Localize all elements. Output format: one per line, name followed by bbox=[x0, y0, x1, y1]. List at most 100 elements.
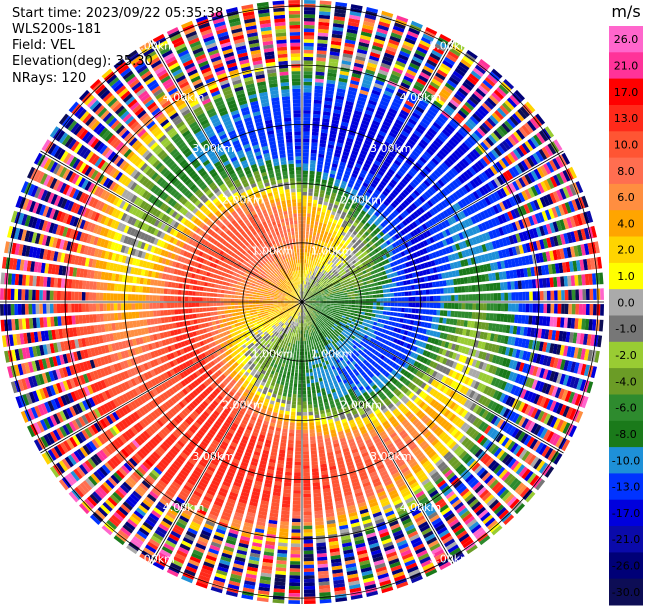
velocity-gate bbox=[593, 304, 597, 316]
velocity-gate bbox=[302, 316, 304, 320]
velocity-gate bbox=[315, 341, 319, 346]
velocity-gate bbox=[405, 34, 418, 42]
velocity-gate bbox=[318, 21, 330, 27]
velocity-gate bbox=[315, 382, 320, 387]
velocity-gate bbox=[318, 374, 322, 379]
velocity-gate bbox=[379, 289, 384, 294]
velocity-gate bbox=[438, 66, 450, 75]
velocity-gate bbox=[302, 390, 307, 395]
velocity-gate bbox=[302, 262, 304, 267]
velocity-gate bbox=[332, 230, 337, 236]
velocity-gate bbox=[493, 293, 498, 301]
velocity-gate bbox=[314, 503, 323, 508]
velocity-gate bbox=[360, 31, 372, 38]
velocity-gate bbox=[367, 210, 373, 216]
velocity-gate bbox=[435, 317, 440, 323]
velocity-gate bbox=[350, 321, 355, 325]
velocity-gate bbox=[312, 206, 317, 211]
velocity-gate bbox=[369, 207, 376, 214]
velocity-gate bbox=[334, 227, 339, 233]
velocity-gate bbox=[364, 288, 369, 292]
velocity-gate bbox=[375, 31, 387, 38]
velocity-gate bbox=[379, 66, 390, 73]
velocity-gate bbox=[362, 302, 366, 305]
velocity-gate bbox=[388, 39, 400, 46]
velocity-gate bbox=[323, 168, 330, 174]
velocity-gate bbox=[311, 382, 315, 387]
velocity-gate bbox=[436, 310, 441, 316]
velocity-gate bbox=[386, 311, 391, 316]
velocity-gate bbox=[528, 315, 533, 325]
velocity-gate bbox=[339, 202, 345, 208]
velocity-gate bbox=[303, 67, 313, 72]
velocity-gate bbox=[457, 286, 462, 293]
velocity-gate bbox=[312, 276, 315, 280]
velocity-gate bbox=[515, 303, 519, 312]
velocity-gate bbox=[392, 67, 403, 75]
velocity-gate bbox=[318, 150, 325, 155]
velocity-gate bbox=[359, 188, 366, 194]
velocity-gate bbox=[302, 376, 306, 381]
velocity-gate bbox=[302, 234, 306, 239]
velocity-gate bbox=[347, 21, 360, 28]
velocity-gate bbox=[322, 253, 326, 258]
velocity-gate bbox=[306, 216, 311, 221]
velocity-gate bbox=[415, 296, 420, 302]
velocity-gate bbox=[308, 408, 313, 412]
velocity-gate bbox=[500, 313, 505, 322]
velocity-gate bbox=[453, 41, 465, 51]
velocity-gate bbox=[310, 260, 313, 265]
velocity-gate bbox=[311, 461, 318, 466]
velocity-gate bbox=[313, 489, 321, 494]
velocity-gate bbox=[406, 97, 417, 105]
velocity-gate bbox=[365, 298, 370, 302]
velocity-gate bbox=[414, 81, 425, 89]
velocity-gate bbox=[378, 21, 391, 28]
velocity-gate bbox=[308, 278, 311, 282]
velocity-gate bbox=[386, 45, 397, 53]
velocity-gate bbox=[333, 300, 338, 302]
velocity-gate bbox=[361, 82, 371, 89]
velocity-gate bbox=[350, 123, 358, 130]
velocity-gate bbox=[419, 302, 423, 308]
velocity-gate bbox=[302, 341, 304, 345]
velocity-gate bbox=[339, 70, 350, 76]
velocity-gate bbox=[302, 209, 307, 214]
velocity-gate bbox=[307, 393, 312, 398]
velocity-gate bbox=[370, 93, 380, 100]
velocity-gate bbox=[414, 314, 419, 320]
velocity-gate bbox=[303, 103, 311, 107]
velocity-gate bbox=[303, 81, 312, 86]
velocity-gate bbox=[302, 294, 304, 299]
velocity-gate bbox=[316, 262, 320, 267]
velocity-gate bbox=[418, 309, 423, 314]
velocity-gate bbox=[432, 288, 437, 295]
velocity-gate bbox=[305, 270, 307, 274]
velocity-gate bbox=[385, 49, 396, 56]
velocity-gate bbox=[311, 283, 314, 287]
velocity-gate bbox=[302, 199, 307, 203]
velocity-gate bbox=[316, 53, 327, 58]
velocity-gate bbox=[391, 145, 400, 153]
velocity-gate bbox=[360, 285, 365, 289]
velocity-gate bbox=[312, 117, 320, 122]
velocity-gate bbox=[400, 109, 410, 117]
velocity-gate bbox=[497, 293, 501, 301]
velocity-gate bbox=[323, 111, 331, 116]
velocity-gate bbox=[307, 401, 313, 405]
velocity-gate bbox=[305, 234, 309, 239]
velocity-gate bbox=[340, 247, 345, 252]
velocity-gate bbox=[317, 203, 322, 208]
velocity-gate bbox=[396, 15, 409, 23]
velocity-gate bbox=[307, 263, 310, 268]
velocity-gate bbox=[311, 135, 319, 140]
velocity-gate bbox=[337, 190, 344, 196]
velocity-gate bbox=[436, 69, 448, 78]
velocity-gate bbox=[333, 238, 338, 244]
velocity-gate bbox=[589, 304, 594, 316]
velocity-gate bbox=[307, 390, 311, 395]
velocity-gate bbox=[336, 309, 341, 312]
velocity-gate bbox=[394, 63, 405, 71]
velocity-gate bbox=[374, 113, 384, 120]
velocity-gate bbox=[310, 339, 313, 344]
